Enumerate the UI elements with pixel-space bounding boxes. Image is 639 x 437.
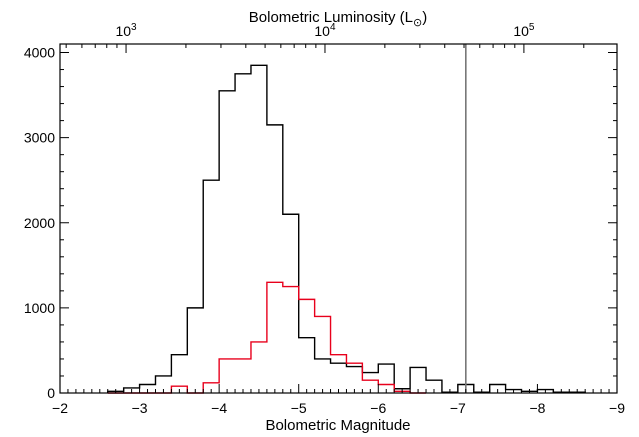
x-tick-label: −4 [211,400,227,416]
top-tick-label: 103 [115,22,137,39]
y-tick-label: 1000 [24,300,55,316]
top-tick-exponent: 4 [330,22,336,33]
top-tick-exponent: 3 [131,22,137,33]
top-axis-title-close: ) [422,9,427,26]
x-tick-label: −9 [609,400,625,416]
y-tick-label: 0 [47,385,55,401]
histogram-outline-0 [107,64,586,393]
top-tick-base: 10 [513,23,529,39]
y-tick-label: 4000 [24,45,55,61]
x-tick-label: −5 [291,400,307,416]
axis-ticks [59,44,618,394]
top-tick-base: 10 [314,23,330,39]
top-axis-title-sun-symbol: ⊙ [413,17,422,29]
top-tick-label: 104 [314,22,336,39]
x-tick-label: −2 [52,400,68,416]
x-tick-label: −6 [370,400,386,416]
histogram-series-0 [107,64,586,393]
top-tick-exponent: 5 [529,22,535,33]
y-tick-label: 3000 [24,130,55,146]
top-tick-base: 10 [115,23,131,39]
top-axis-title: Bolometric Luminosity (L⊙) [249,9,427,29]
histogram-outline-1 [107,281,427,394]
y-tick-label: 2000 [24,215,55,231]
x-tick-label: −8 [529,400,545,416]
top-axis-title-main: Bolometric Luminosity (L [249,9,413,26]
x-axis-title: Bolometric Magnitude [265,417,410,434]
top-tick-label: 105 [513,22,535,39]
histogram-series-1 [107,281,427,394]
plot-frame [59,43,618,394]
histogram-bars [107,64,586,394]
x-tick-label: −7 [450,400,466,416]
x-tick-label: −3 [132,400,148,416]
